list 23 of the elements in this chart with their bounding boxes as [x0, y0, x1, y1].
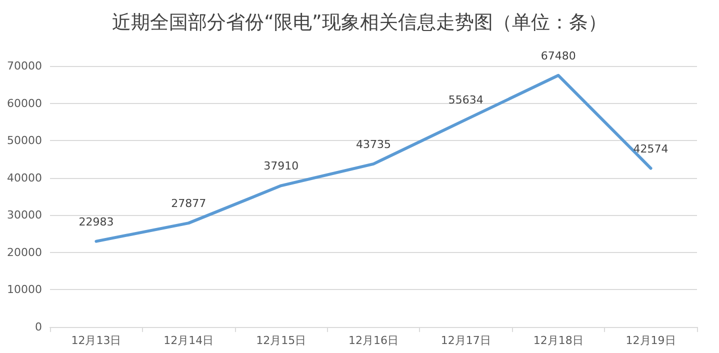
- data-label: 43735: [356, 138, 391, 151]
- data-label: 37910: [264, 160, 299, 173]
- x-tick-label: 12月18日: [533, 334, 584, 347]
- x-tick-label: 12月19日: [626, 334, 676, 347]
- data-label: 55634: [448, 94, 484, 107]
- y-tick-label: 10000: [7, 283, 42, 296]
- x-tick-label: 12月16日: [348, 334, 398, 347]
- data-label: 42574: [633, 142, 668, 156]
- y-tick-label: 40000: [7, 171, 42, 184]
- x-tick-label: 12月17日: [440, 334, 491, 347]
- y-tick-label: 70000: [7, 60, 42, 72]
- x-tick-label: 12月15日: [256, 334, 306, 347]
- chart-title: 近期全国部分省份“限电”现象相关信息走势图（单位：条）: [112, 12, 607, 34]
- y-tick-label: 20000: [7, 246, 42, 259]
- x-tick-label: 12月13日: [71, 334, 122, 347]
- x-tick-label: 12月14日: [164, 334, 214, 347]
- y-tick-label: 0: [35, 320, 42, 334]
- y-tick-label: 60000: [7, 96, 42, 110]
- data-label: 27877: [171, 197, 206, 210]
- data-label: 67480: [540, 49, 576, 62]
- y-tick-label: 30000: [7, 208, 42, 222]
- y-tick-label: 50000: [7, 134, 42, 148]
- data-label: 22983: [78, 215, 114, 228]
